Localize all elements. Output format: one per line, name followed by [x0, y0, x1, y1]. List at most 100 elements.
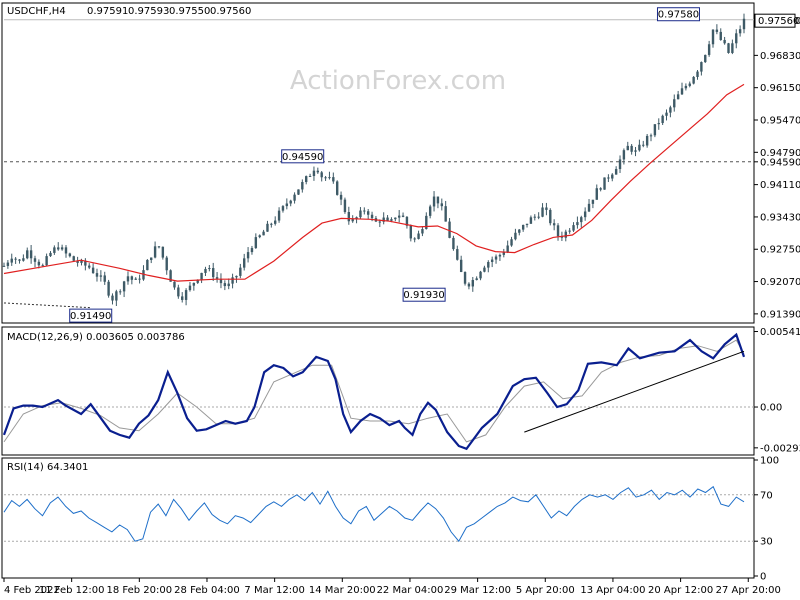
macd-tick-label: -0.00293: [760, 443, 800, 454]
candle-body: [576, 222, 579, 226]
rsi-tick-label: 30: [760, 537, 773, 548]
x-tick-label: 28 Feb 04:00: [174, 585, 240, 596]
candle-body: [270, 223, 273, 225]
annotation-box: [281, 149, 325, 164]
candle-body: [673, 99, 676, 108]
candle-body: [196, 279, 199, 283]
candle-body: [53, 247, 56, 253]
x-tick-label: 13 Apr 04:00: [580, 585, 645, 596]
candle-body: [14, 258, 17, 260]
candle-body: [564, 231, 567, 238]
candle-body: [669, 107, 672, 113]
watermark: ActionForex.com: [290, 66, 506, 96]
candle-body: [688, 83, 691, 86]
candle-body: [479, 271, 482, 279]
candle-body: [417, 233, 420, 239]
x-tick-label: 11 Feb 12:00: [39, 585, 105, 596]
previous-low-dotted-line: [3, 302, 91, 309]
annotation-box: [402, 287, 446, 302]
price-y-axis: 0.97560 0.96830 0.96150 0.95470 0.947900.945…: [754, 16, 800, 320]
candle-body: [277, 210, 281, 221]
candle-body: [684, 85, 688, 89]
candle-body: [246, 252, 250, 259]
candle-body: [363, 210, 366, 212]
rsi-panel-frame: [1, 457, 755, 579]
x-tick-label: 20 Apr 12:00: [648, 585, 713, 596]
candle-body: [177, 287, 180, 297]
candle-body: [421, 229, 424, 234]
candle-body: [243, 258, 246, 268]
candle-body: [735, 33, 738, 44]
symbol-label: USDCHF,H4: [7, 6, 66, 17]
candle-body: [498, 254, 502, 257]
candle-body: [556, 225, 560, 237]
candle-body: [33, 258, 37, 262]
candle-body: [18, 259, 21, 261]
candle-body: [103, 275, 106, 282]
candle-body: [274, 220, 277, 224]
candle-body: [99, 275, 103, 277]
candle-body: [428, 206, 432, 216]
candle-body: [653, 124, 657, 136]
ohlc-close: 0.97560: [210, 6, 251, 17]
candle-body: [235, 275, 238, 278]
candle-body: [173, 281, 176, 288]
candle-body: [204, 268, 207, 273]
candle-body: [227, 283, 230, 287]
candle-body: [80, 260, 83, 263]
annotation-label: 0.91930: [403, 290, 444, 301]
candle-body: [382, 217, 385, 222]
candle-body: [366, 211, 370, 215]
candle-body: [401, 215, 405, 217]
candle-body: [212, 268, 215, 278]
last-price-tag: 0.97560: [754, 13, 799, 28]
candle-body: [134, 278, 137, 280]
candle-body: [572, 225, 575, 231]
candle-body: [57, 247, 60, 250]
candle-body: [320, 172, 323, 178]
candle-body: [2, 265, 6, 267]
macd-tick-label: 0.005419: [760, 327, 800, 338]
rsi-y-axis: 100 70 30 0: [754, 456, 779, 583]
candle-body: [181, 296, 184, 300]
price-tick-label: 0.92750: [760, 245, 800, 256]
candle-body: [510, 239, 513, 246]
candle-body: [165, 257, 168, 271]
rsi-tick-label: 100: [760, 456, 779, 467]
candle-body: [611, 174, 614, 179]
candle-body: [335, 181, 339, 195]
candle-body: [328, 177, 331, 179]
price-tick-label: 0.93430: [760, 212, 800, 223]
rsi-tick-label: 0: [760, 572, 766, 583]
candle-body: [153, 246, 157, 258]
candle-body: [107, 281, 110, 296]
moving-average-line: [3, 83, 745, 282]
last-price-tag-box: [754, 13, 796, 28]
price-tick-label: 0.92070: [760, 277, 800, 288]
candle-body: [119, 291, 122, 293]
candle-body: [37, 261, 41, 266]
candle-body: [549, 209, 552, 224]
candle-body: [463, 272, 467, 284]
candle-body: [525, 223, 529, 225]
candle-body: [459, 259, 463, 273]
candle-body: [599, 188, 602, 190]
candle-body: [603, 177, 606, 190]
candle-body: [347, 212, 351, 222]
candle-body: [150, 257, 153, 260]
candle-body: [622, 150, 626, 160]
candle-body: [595, 188, 598, 200]
candle-body: [676, 94, 680, 100]
candle-body: [266, 223, 269, 232]
candle-body: [130, 276, 134, 280]
candle-body: [312, 170, 316, 177]
candle-body: [413, 238, 416, 240]
price-tick-label: 0.95470: [760, 115, 800, 126]
x-tick-label: 27 Apr 20:00: [716, 585, 781, 596]
macd-panel-frame: [1, 326, 755, 456]
candle-body: [88, 265, 91, 268]
candle-body: [359, 210, 362, 218]
candle-body: [649, 135, 653, 137]
